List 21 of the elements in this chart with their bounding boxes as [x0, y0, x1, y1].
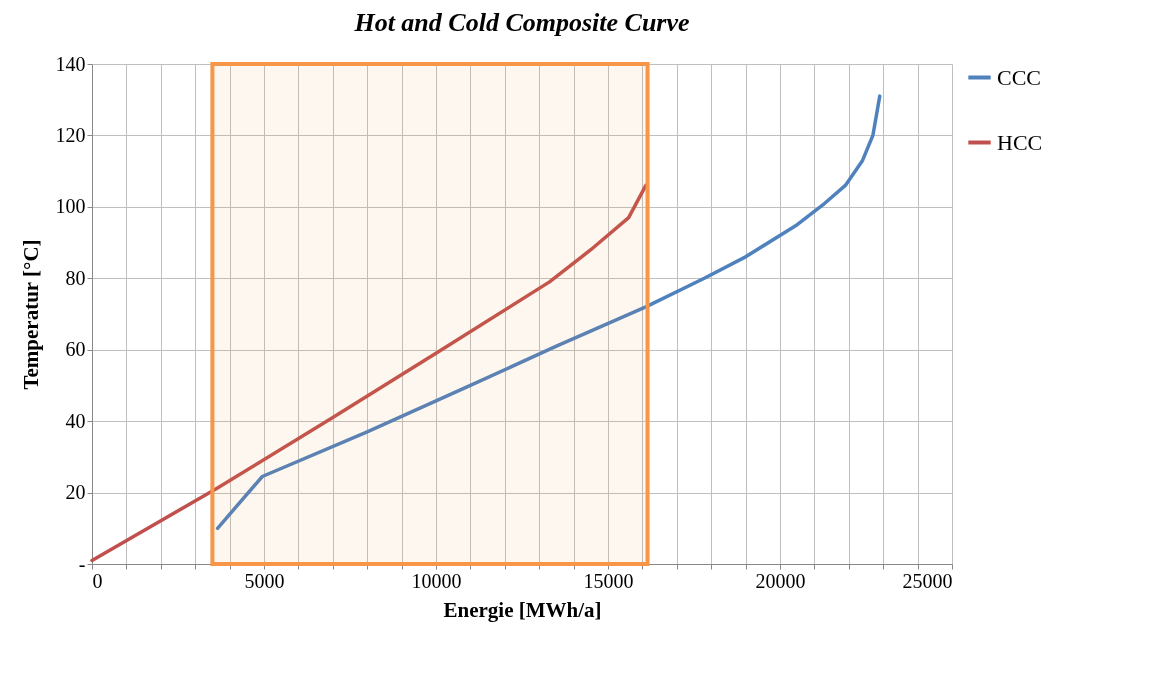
y-tick-label: 100: [55, 195, 86, 218]
y-tick-label: 40: [65, 409, 86, 432]
y-tick-label: 60: [65, 338, 86, 361]
chart-title: Hot and Cold Composite Curve: [353, 8, 690, 37]
y-axis-title: Temperatur [°C]: [18, 239, 43, 390]
legend-label: HCC: [997, 129, 1043, 155]
x-tick-label: 10000: [411, 569, 462, 592]
line-series: [215, 94, 882, 531]
y-tick-label: 140: [55, 52, 86, 75]
x-tick-label: 25000: [902, 569, 953, 592]
x-axis-title: Energie [MWh/a]: [443, 597, 602, 622]
x-tick-label: 0: [92, 569, 103, 592]
x-tick-label: 5000: [244, 569, 285, 592]
y-tick-label: 120: [55, 123, 86, 146]
y-tick-label: 20: [65, 481, 86, 504]
x-tick-label: 15000: [583, 569, 634, 592]
x-tick-label: 20000: [755, 569, 806, 592]
y-tick-label: -: [78, 552, 86, 575]
y-tick-label: 80: [65, 266, 86, 289]
line-series: [90, 183, 648, 563]
legend-label: CCC: [997, 64, 1042, 90]
